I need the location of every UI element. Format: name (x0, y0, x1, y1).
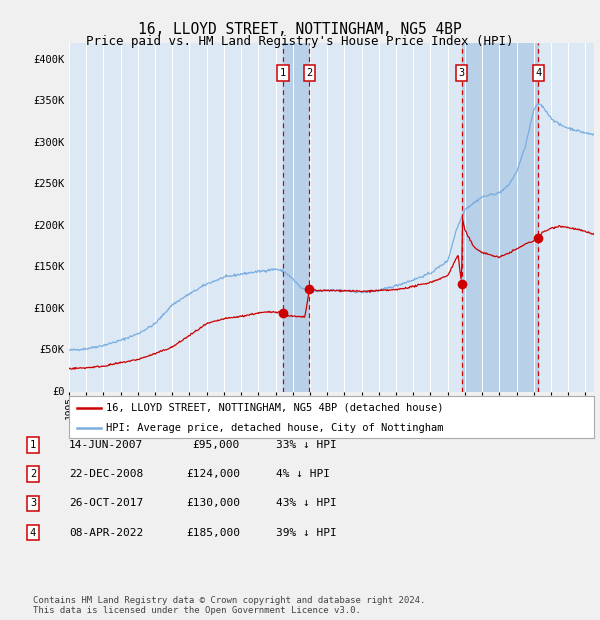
Text: £200K: £200K (34, 221, 65, 231)
Text: 33% ↓ HPI: 33% ↓ HPI (276, 440, 337, 450)
Text: £0: £0 (52, 387, 65, 397)
Text: 1: 1 (280, 68, 286, 78)
Text: 2: 2 (30, 469, 36, 479)
Text: Price paid vs. HM Land Registry's House Price Index (HPI): Price paid vs. HM Land Registry's House … (86, 35, 514, 48)
Text: 16, LLOYD STREET, NOTTINGHAM, NG5 4BP: 16, LLOYD STREET, NOTTINGHAM, NG5 4BP (138, 22, 462, 37)
Text: £50K: £50K (40, 345, 65, 355)
Text: £95,000: £95,000 (193, 440, 240, 450)
Text: 2: 2 (307, 68, 313, 78)
Text: 4% ↓ HPI: 4% ↓ HPI (276, 469, 330, 479)
Text: HPI: Average price, detached house, City of Nottingham: HPI: Average price, detached house, City… (106, 423, 443, 433)
Text: 16, LLOYD STREET, NOTTINGHAM, NG5 4BP (detached house): 16, LLOYD STREET, NOTTINGHAM, NG5 4BP (d… (106, 402, 443, 412)
Text: £300K: £300K (34, 138, 65, 148)
Text: 39% ↓ HPI: 39% ↓ HPI (276, 528, 337, 538)
Text: 22-DEC-2008: 22-DEC-2008 (69, 469, 143, 479)
Text: £150K: £150K (34, 262, 65, 272)
Bar (283, 43, 310, 392)
Text: Contains HM Land Registry data © Crown copyright and database right 2024.
This d: Contains HM Land Registry data © Crown c… (33, 596, 425, 615)
Text: £400K: £400K (34, 55, 65, 65)
Text: £350K: £350K (34, 97, 65, 107)
Text: £130,000: £130,000 (186, 498, 240, 508)
Text: 1: 1 (30, 440, 36, 450)
Text: 43% ↓ HPI: 43% ↓ HPI (276, 498, 337, 508)
Text: £185,000: £185,000 (186, 528, 240, 538)
Text: 3: 3 (30, 498, 36, 508)
Text: 4: 4 (535, 68, 542, 78)
Text: 26-OCT-2017: 26-OCT-2017 (69, 498, 143, 508)
Text: £124,000: £124,000 (186, 469, 240, 479)
Text: 14-JUN-2007: 14-JUN-2007 (69, 440, 143, 450)
Text: 08-APR-2022: 08-APR-2022 (69, 528, 143, 538)
Text: £100K: £100K (34, 304, 65, 314)
Bar (461, 43, 538, 392)
Text: 3: 3 (458, 68, 465, 78)
Text: 4: 4 (30, 528, 36, 538)
Text: £250K: £250K (34, 179, 65, 190)
